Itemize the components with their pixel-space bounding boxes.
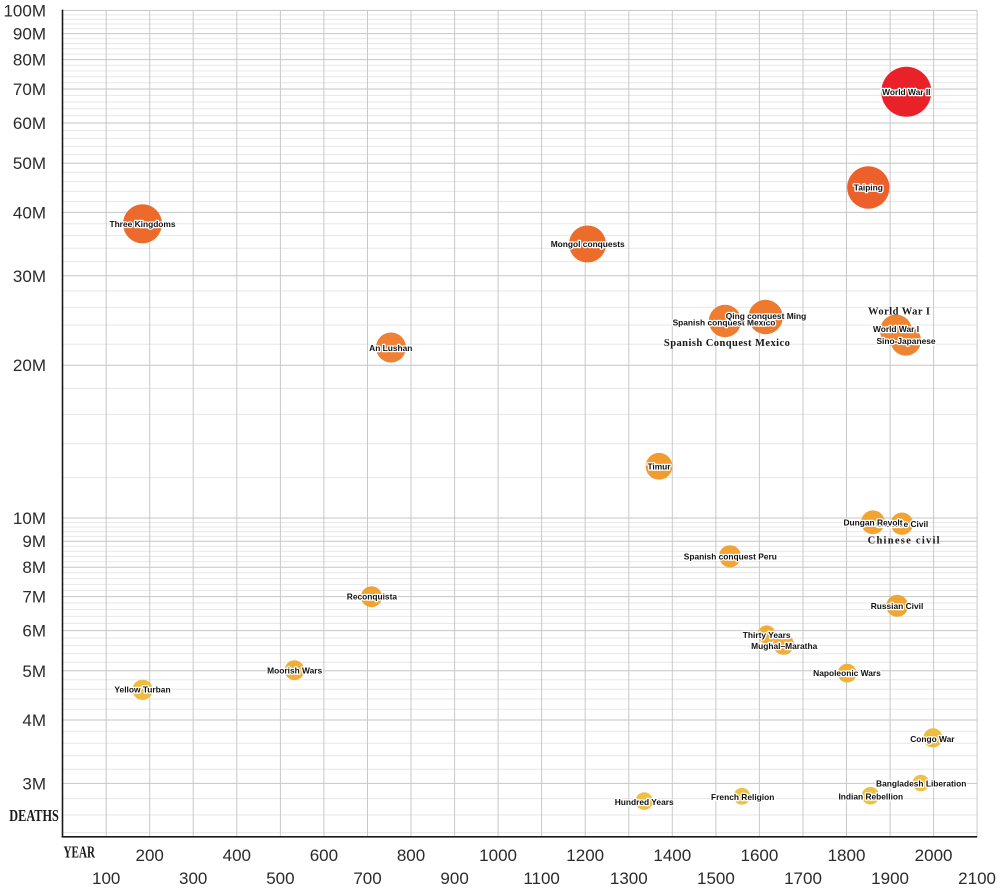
svg-text:Yellow Turban: Yellow Turban [114,685,170,695]
svg-text:80M: 80M [13,51,46,70]
svg-text:1700: 1700 [784,869,822,888]
svg-text:8M: 8M [22,558,46,577]
svg-text:Sino-Japanese: Sino-Japanese [876,336,935,346]
svg-text:Indian Rebellion: Indian Rebellion [838,791,903,801]
svg-text:Reconquista: Reconquista [347,592,398,602]
svg-text:9M: 9M [22,532,46,551]
svg-text:Chinese civil: Chinese civil [868,535,940,546]
svg-text:500: 500 [266,869,294,888]
svg-text:20M: 20M [13,356,46,375]
svg-text:1500: 1500 [697,869,735,888]
svg-text:World War I: World War I [873,324,919,334]
svg-text:Mongol conquests: Mongol conquests [551,239,625,249]
svg-text:Mughal–Maratha: Mughal–Maratha [751,641,817,651]
svg-text:60M: 60M [13,114,46,133]
svg-text:Chinese Civil: Chinese Civil [876,519,929,529]
svg-text:90M: 90M [13,25,46,44]
svg-text:YEAR: YEAR [64,843,96,862]
svg-text:1800: 1800 [828,846,866,865]
svg-text:70M: 70M [13,80,46,99]
svg-text:Timur: Timur [647,461,671,471]
svg-text:3M: 3M [22,774,46,793]
svg-text:Spanish conquest Mexico: Spanish conquest Mexico [673,317,776,327]
svg-text:2000: 2000 [915,846,953,865]
svg-text:World War II: World War II [882,87,930,97]
svg-text:5M: 5M [22,662,46,681]
svg-text:Napoleonic Wars: Napoleonic Wars [813,668,881,678]
svg-text:Hundred Years: Hundred Years [615,797,674,807]
svg-text:World War I: World War I [868,307,930,318]
svg-text:Spanish conquest Peru: Spanish conquest Peru [684,552,777,562]
svg-text:Russian Civil: Russian Civil [871,601,924,611]
svg-text:An Lushan: An Lushan [369,343,412,353]
svg-text:7M: 7M [22,588,46,607]
svg-text:Spanish Conquest Mexico: Spanish Conquest Mexico [664,338,790,349]
svg-text:1200: 1200 [566,846,604,865]
svg-text:100: 100 [92,869,120,888]
svg-text:Three Kingdoms: Three Kingdoms [109,219,175,229]
svg-text:900: 900 [440,869,468,888]
svg-text:600: 600 [310,846,338,865]
svg-text:4M: 4M [22,711,46,730]
svg-text:10M: 10M [13,509,46,528]
svg-text:DEATHS: DEATHS [9,806,59,825]
svg-text:700: 700 [353,869,381,888]
svg-text:Qing conquest Ming: Qing conquest Ming [726,311,807,321]
svg-text:1000: 1000 [479,846,517,865]
svg-text:800: 800 [397,846,425,865]
svg-text:2100: 2100 [958,869,996,888]
svg-text:200: 200 [136,846,164,865]
svg-text:40M: 40M [13,203,46,222]
svg-text:Taiping: Taiping [854,183,883,193]
svg-text:1100: 1100 [523,869,560,888]
svg-text:1900: 1900 [871,869,909,888]
svg-text:1400: 1400 [653,846,691,865]
svg-text:100M: 100M [3,1,46,20]
svg-text:1300: 1300 [610,869,648,888]
svg-text:50M: 50M [13,154,46,173]
svg-text:Moorish Wars: Moorish Wars [267,666,322,676]
svg-text:Bangladesh Liberation: Bangladesh Liberation [876,779,966,789]
svg-text:300: 300 [179,869,207,888]
svg-text:30M: 30M [13,267,46,286]
svg-text:French Religion: French Religion [711,792,774,802]
svg-text:1600: 1600 [740,846,778,865]
svg-text:Thirty Years: Thirty Years [743,630,791,640]
svg-text:400: 400 [223,846,251,865]
svg-text:Dungan Revolt: Dungan Revolt [843,518,902,528]
svg-text:6M: 6M [22,622,46,641]
svg-text:Congo War: Congo War [910,734,955,744]
